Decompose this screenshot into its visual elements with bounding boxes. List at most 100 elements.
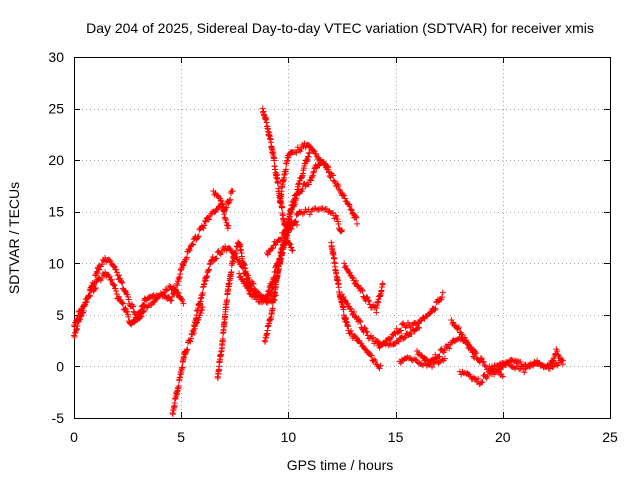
data-point [377,362,384,369]
data-point [124,311,131,318]
data-point [134,314,141,321]
data-point [353,334,360,341]
data-point [499,373,506,380]
data-point [477,355,484,362]
data-point [450,319,457,326]
data-point [118,278,125,285]
data-point [294,144,301,151]
data-points [71,105,566,418]
data-point [111,263,118,270]
data-point [299,185,306,192]
data-point [358,286,365,293]
data-point [308,177,315,184]
data-point [187,338,194,345]
data-point [439,356,446,363]
data-point [301,209,308,216]
data-point [166,282,173,289]
data-point [404,354,411,361]
data-point [305,142,312,149]
data-point [227,196,234,203]
data-point [354,220,361,227]
data-point [374,337,381,344]
data-point [130,303,137,310]
data-point [364,294,371,301]
data-point [416,360,423,367]
data-point [363,328,370,335]
data-point [458,331,465,338]
data-point [125,293,132,300]
data-point [527,363,534,370]
data-point [408,331,415,338]
data-point [359,287,366,294]
data-point [137,308,144,315]
data-point [289,247,296,254]
data-point [113,266,120,273]
data-point [225,222,232,229]
data-point [163,287,170,294]
data-point [363,328,370,335]
data-point [206,261,213,268]
series-trace-5 [210,188,236,218]
data-point [458,371,465,378]
data-point [348,207,355,214]
data-point [305,181,312,188]
data-point [119,300,126,307]
data-point [310,169,317,176]
data-point [139,303,146,310]
data-point [195,233,202,240]
data-point [288,244,295,251]
data-point [321,160,328,167]
data-point [345,201,352,208]
data-point [352,213,359,220]
data-point [356,317,363,324]
data-point [503,358,510,365]
data-point [340,293,347,300]
data-point [432,305,439,312]
x-tick-label: 15 [388,429,404,445]
data-point [92,284,99,291]
chart-title: Day 204 of 2025, Sidereal Day-to-day VTE… [86,20,594,36]
data-point [188,335,195,342]
data-point [342,263,349,270]
x-tick-label: 25 [602,429,618,445]
data-point [554,348,561,355]
data-point [510,364,517,371]
data-point [513,360,520,367]
data-point [499,359,506,366]
data-point [106,273,113,280]
data-point [559,357,566,364]
data-point [284,226,291,233]
data-point [91,285,98,292]
y-tick-label: 20 [48,152,64,168]
data-point [226,245,233,252]
data-point [352,333,359,340]
data-point [259,299,266,306]
plot-area [74,57,611,419]
data-point [353,278,360,285]
data-point [495,368,502,375]
data-point [512,357,519,364]
data-point [481,362,488,369]
data-point [517,358,524,365]
data-point [132,311,139,318]
data-point [362,325,369,332]
data-point [229,188,236,195]
data-point [286,240,293,247]
data-point [351,308,358,315]
data-point [248,288,255,295]
y-tick-label: 25 [48,101,64,117]
data-point [137,314,144,321]
data-point [113,288,120,295]
data-point [254,293,261,300]
series-trace-2 [71,269,180,330]
data-point [306,149,313,156]
data-point [278,235,285,242]
data-point [224,297,231,304]
data-point [120,300,127,307]
data-point [279,203,286,210]
data-point [369,335,376,342]
data-point [341,192,348,199]
data-point [179,364,186,371]
x-axis-label: GPS time / hours [287,457,394,473]
data-point [475,375,482,382]
